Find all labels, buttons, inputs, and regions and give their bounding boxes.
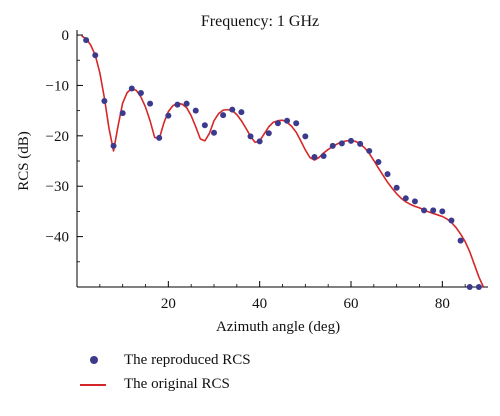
data-point xyxy=(475,284,482,290)
data-point xyxy=(211,129,217,136)
legend-line-marker xyxy=(80,384,106,386)
data-point xyxy=(466,284,473,290)
data-point xyxy=(357,140,364,147)
data-point xyxy=(293,120,300,127)
data-point xyxy=(101,98,108,105)
data-point xyxy=(229,106,236,113)
data-point xyxy=(421,207,428,214)
legend-label-original: The original RCS xyxy=(124,376,230,392)
legend-item-original: The original RCS xyxy=(80,374,400,396)
data-point xyxy=(311,153,318,160)
data-point xyxy=(147,100,154,107)
data-point xyxy=(366,147,373,154)
axes: 20 40 60 80 0 −10 −20 −30 −40 xyxy=(46,28,488,312)
data-point xyxy=(174,101,181,108)
data-point xyxy=(156,134,163,141)
data-point xyxy=(165,112,172,119)
data-point xyxy=(201,122,208,129)
data-point xyxy=(439,208,446,215)
data-point xyxy=(430,207,437,214)
legend-item-reproduced: The reproduced RCS xyxy=(80,350,400,372)
legend-dot-marker xyxy=(90,356,98,364)
data-point xyxy=(137,89,144,96)
x-tick-label: 80 xyxy=(435,296,450,312)
data-point xyxy=(284,117,291,124)
data-point xyxy=(320,152,327,159)
data-point xyxy=(411,198,418,205)
x-axis-label: Azimuth angle (deg) xyxy=(216,319,340,335)
y-tick-label: 0 xyxy=(62,28,70,44)
data-point xyxy=(110,142,117,149)
data-point xyxy=(338,140,345,147)
y-axis-label: RCS (dB) xyxy=(16,131,32,191)
data-point xyxy=(302,133,309,140)
x-tick-label: 60 xyxy=(344,296,359,312)
data-point xyxy=(457,237,464,244)
data-point xyxy=(329,142,336,149)
series-line-original xyxy=(81,35,485,288)
data-point xyxy=(448,217,455,224)
data-point xyxy=(375,159,382,166)
data-point xyxy=(83,37,90,44)
legend-label-reproduced: The reproduced RCS xyxy=(124,352,251,368)
data-point xyxy=(183,100,190,107)
data-point xyxy=(128,85,135,92)
data-point xyxy=(238,109,245,116)
y-tick-label: −30 xyxy=(46,179,69,195)
y-tick-label: −40 xyxy=(46,230,69,246)
data-point xyxy=(247,133,254,140)
chart-title: Frequency: 1 GHz xyxy=(201,13,319,30)
data-point xyxy=(402,195,409,202)
legend: The reproduced RCS The original RCS xyxy=(80,350,400,398)
x-tick-label: 40 xyxy=(252,296,267,312)
data-point xyxy=(220,112,227,119)
y-tick-label: −10 xyxy=(46,78,69,94)
series-layer xyxy=(81,35,485,290)
x-tick-label: 20 xyxy=(161,296,176,312)
y-tick-label: −20 xyxy=(46,129,69,145)
data-point xyxy=(384,171,391,178)
data-point xyxy=(274,120,281,127)
data-point xyxy=(393,184,400,191)
data-point xyxy=(119,110,126,117)
data-point xyxy=(265,130,272,137)
data-point xyxy=(192,107,199,114)
data-point xyxy=(256,138,263,145)
data-point xyxy=(348,137,354,144)
data-point xyxy=(92,52,99,59)
